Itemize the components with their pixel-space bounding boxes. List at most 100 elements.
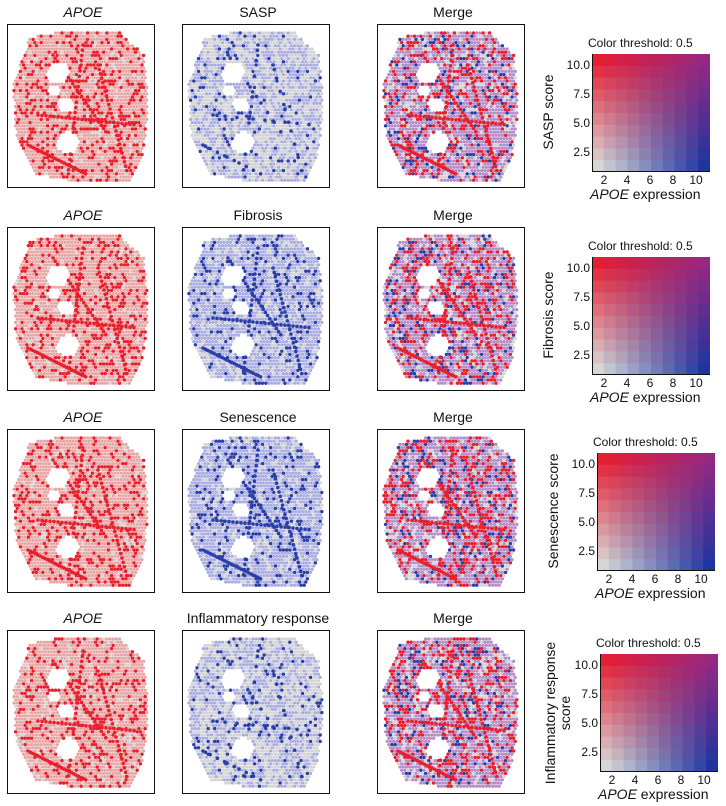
- legend-cell: [662, 257, 675, 270]
- legend-cell: [682, 724, 695, 737]
- legend-x-label-gene: APOE: [590, 389, 629, 405]
- legend-cell: [603, 327, 616, 340]
- legend-cell: [608, 476, 621, 489]
- legend-cell: [592, 89, 605, 102]
- legend-x-tick: 10: [686, 376, 706, 390]
- legend-cell: [686, 351, 699, 364]
- legend-cell: [639, 327, 652, 340]
- legend-cell: [627, 327, 640, 340]
- spatial-plot-score: [182, 24, 330, 188]
- legend-cell: [659, 654, 672, 667]
- title-merge: Merge: [373, 207, 533, 223]
- legend-cell: [670, 689, 683, 702]
- bivariate-legend: Color threshold: 0.5 10.0 7.5 5.0 2.5 2 4 6 8 10 A…: [540, 36, 726, 202]
- legend-cell: [620, 547, 633, 560]
- legend-y-label: Senescence score: [545, 436, 561, 586]
- legend-cell: [698, 351, 710, 364]
- legend-cell: [656, 464, 669, 477]
- legend-cell: [662, 113, 675, 126]
- legend-cell: [679, 535, 692, 548]
- legend-cell: [706, 689, 718, 702]
- legend-cell: [611, 760, 624, 772]
- legend-cell: [706, 677, 718, 690]
- legend-cell: [703, 500, 715, 513]
- legend-cell: [627, 160, 640, 172]
- legend-cell: [632, 523, 645, 536]
- legend-cell: [620, 500, 633, 513]
- legend-cell: [674, 280, 687, 293]
- legend-cell: [608, 464, 621, 477]
- title-apoe: APOE: [3, 4, 163, 20]
- legend-cell: [694, 677, 707, 690]
- legend-cell: [623, 665, 636, 678]
- legend-cell: [662, 124, 675, 137]
- legend-cell: [686, 304, 699, 317]
- legend-cell: [674, 363, 687, 375]
- legend-cell: [611, 713, 624, 726]
- title-score: Senescence: [178, 409, 338, 425]
- legend-cell: [674, 77, 687, 90]
- legend-cell: [656, 547, 669, 560]
- legend-cell: [639, 304, 652, 317]
- legend-cell: [627, 101, 640, 114]
- legend-cell: [592, 257, 605, 270]
- bivariate-legend: Color threshold: 0.5 10.0 7.5 5.0 2.5 2 4 6 8 10 A…: [542, 636, 726, 806]
- legend-x-tick: 4: [622, 572, 642, 586]
- legend-y-label: Fibrosis score: [540, 240, 556, 390]
- spatial-plot-merge: [377, 429, 525, 593]
- legend-cell: [698, 316, 710, 329]
- legend-cell: [647, 748, 660, 761]
- legend-x-label: APOE expression: [598, 786, 709, 802]
- legend-cell: [592, 339, 605, 352]
- legend-cell: [639, 316, 652, 329]
- legend-cell: [615, 363, 628, 375]
- legend-cell: [608, 488, 621, 501]
- legend-cell: [651, 268, 664, 281]
- spatial-plot-apoe: [7, 630, 155, 794]
- legend-y-tick: 2.5: [556, 348, 590, 362]
- legend-cell: [603, 148, 616, 161]
- legend-cell: [667, 453, 680, 466]
- legend-cell: [662, 89, 675, 102]
- legend-y-tick: 7.5: [556, 290, 590, 304]
- legend-cell: [656, 453, 669, 466]
- legend-y-tick: 7.5: [564, 687, 598, 701]
- legend-cell: [691, 547, 704, 560]
- legend-cell: [592, 280, 605, 293]
- legend-cell: [674, 124, 687, 137]
- legend-cell: [644, 500, 657, 513]
- legend-cell: [608, 453, 621, 466]
- title-apoe: APOE: [3, 409, 163, 425]
- legend-cell: [674, 339, 687, 352]
- legend-cell: [703, 547, 715, 560]
- legend-cell: [651, 89, 664, 102]
- legend-cell: [651, 280, 664, 293]
- legend-cell: [644, 523, 657, 536]
- legend-cell: [623, 689, 636, 702]
- legend-x-tick: 2: [594, 173, 614, 187]
- legend-cell: [635, 689, 648, 702]
- legend-cell: [694, 760, 707, 772]
- legend-cell: [659, 665, 672, 678]
- legend-cell: [647, 654, 660, 667]
- legend-cell: [662, 160, 675, 172]
- legend-cell: [620, 559, 633, 571]
- tissue-dots: [382, 436, 519, 587]
- legend-cell: [603, 54, 616, 67]
- tissue-dots: [187, 31, 324, 182]
- legend-cell: [647, 713, 660, 726]
- legend-cell: [670, 724, 683, 737]
- legend-cell: [662, 351, 675, 364]
- legend-cell: [691, 500, 704, 513]
- legend-cell: [644, 512, 657, 525]
- legend-cell: [632, 476, 645, 489]
- legend-cell: [644, 535, 657, 548]
- legend-cell: [659, 760, 672, 772]
- legend-cell: [698, 77, 710, 90]
- legend-cell: [635, 665, 648, 678]
- legend-cell: [674, 101, 687, 114]
- legend-cell: [603, 77, 616, 90]
- spatial-plot-score: [182, 227, 330, 391]
- legend-cell: [682, 701, 695, 714]
- legend-cell: [608, 535, 621, 548]
